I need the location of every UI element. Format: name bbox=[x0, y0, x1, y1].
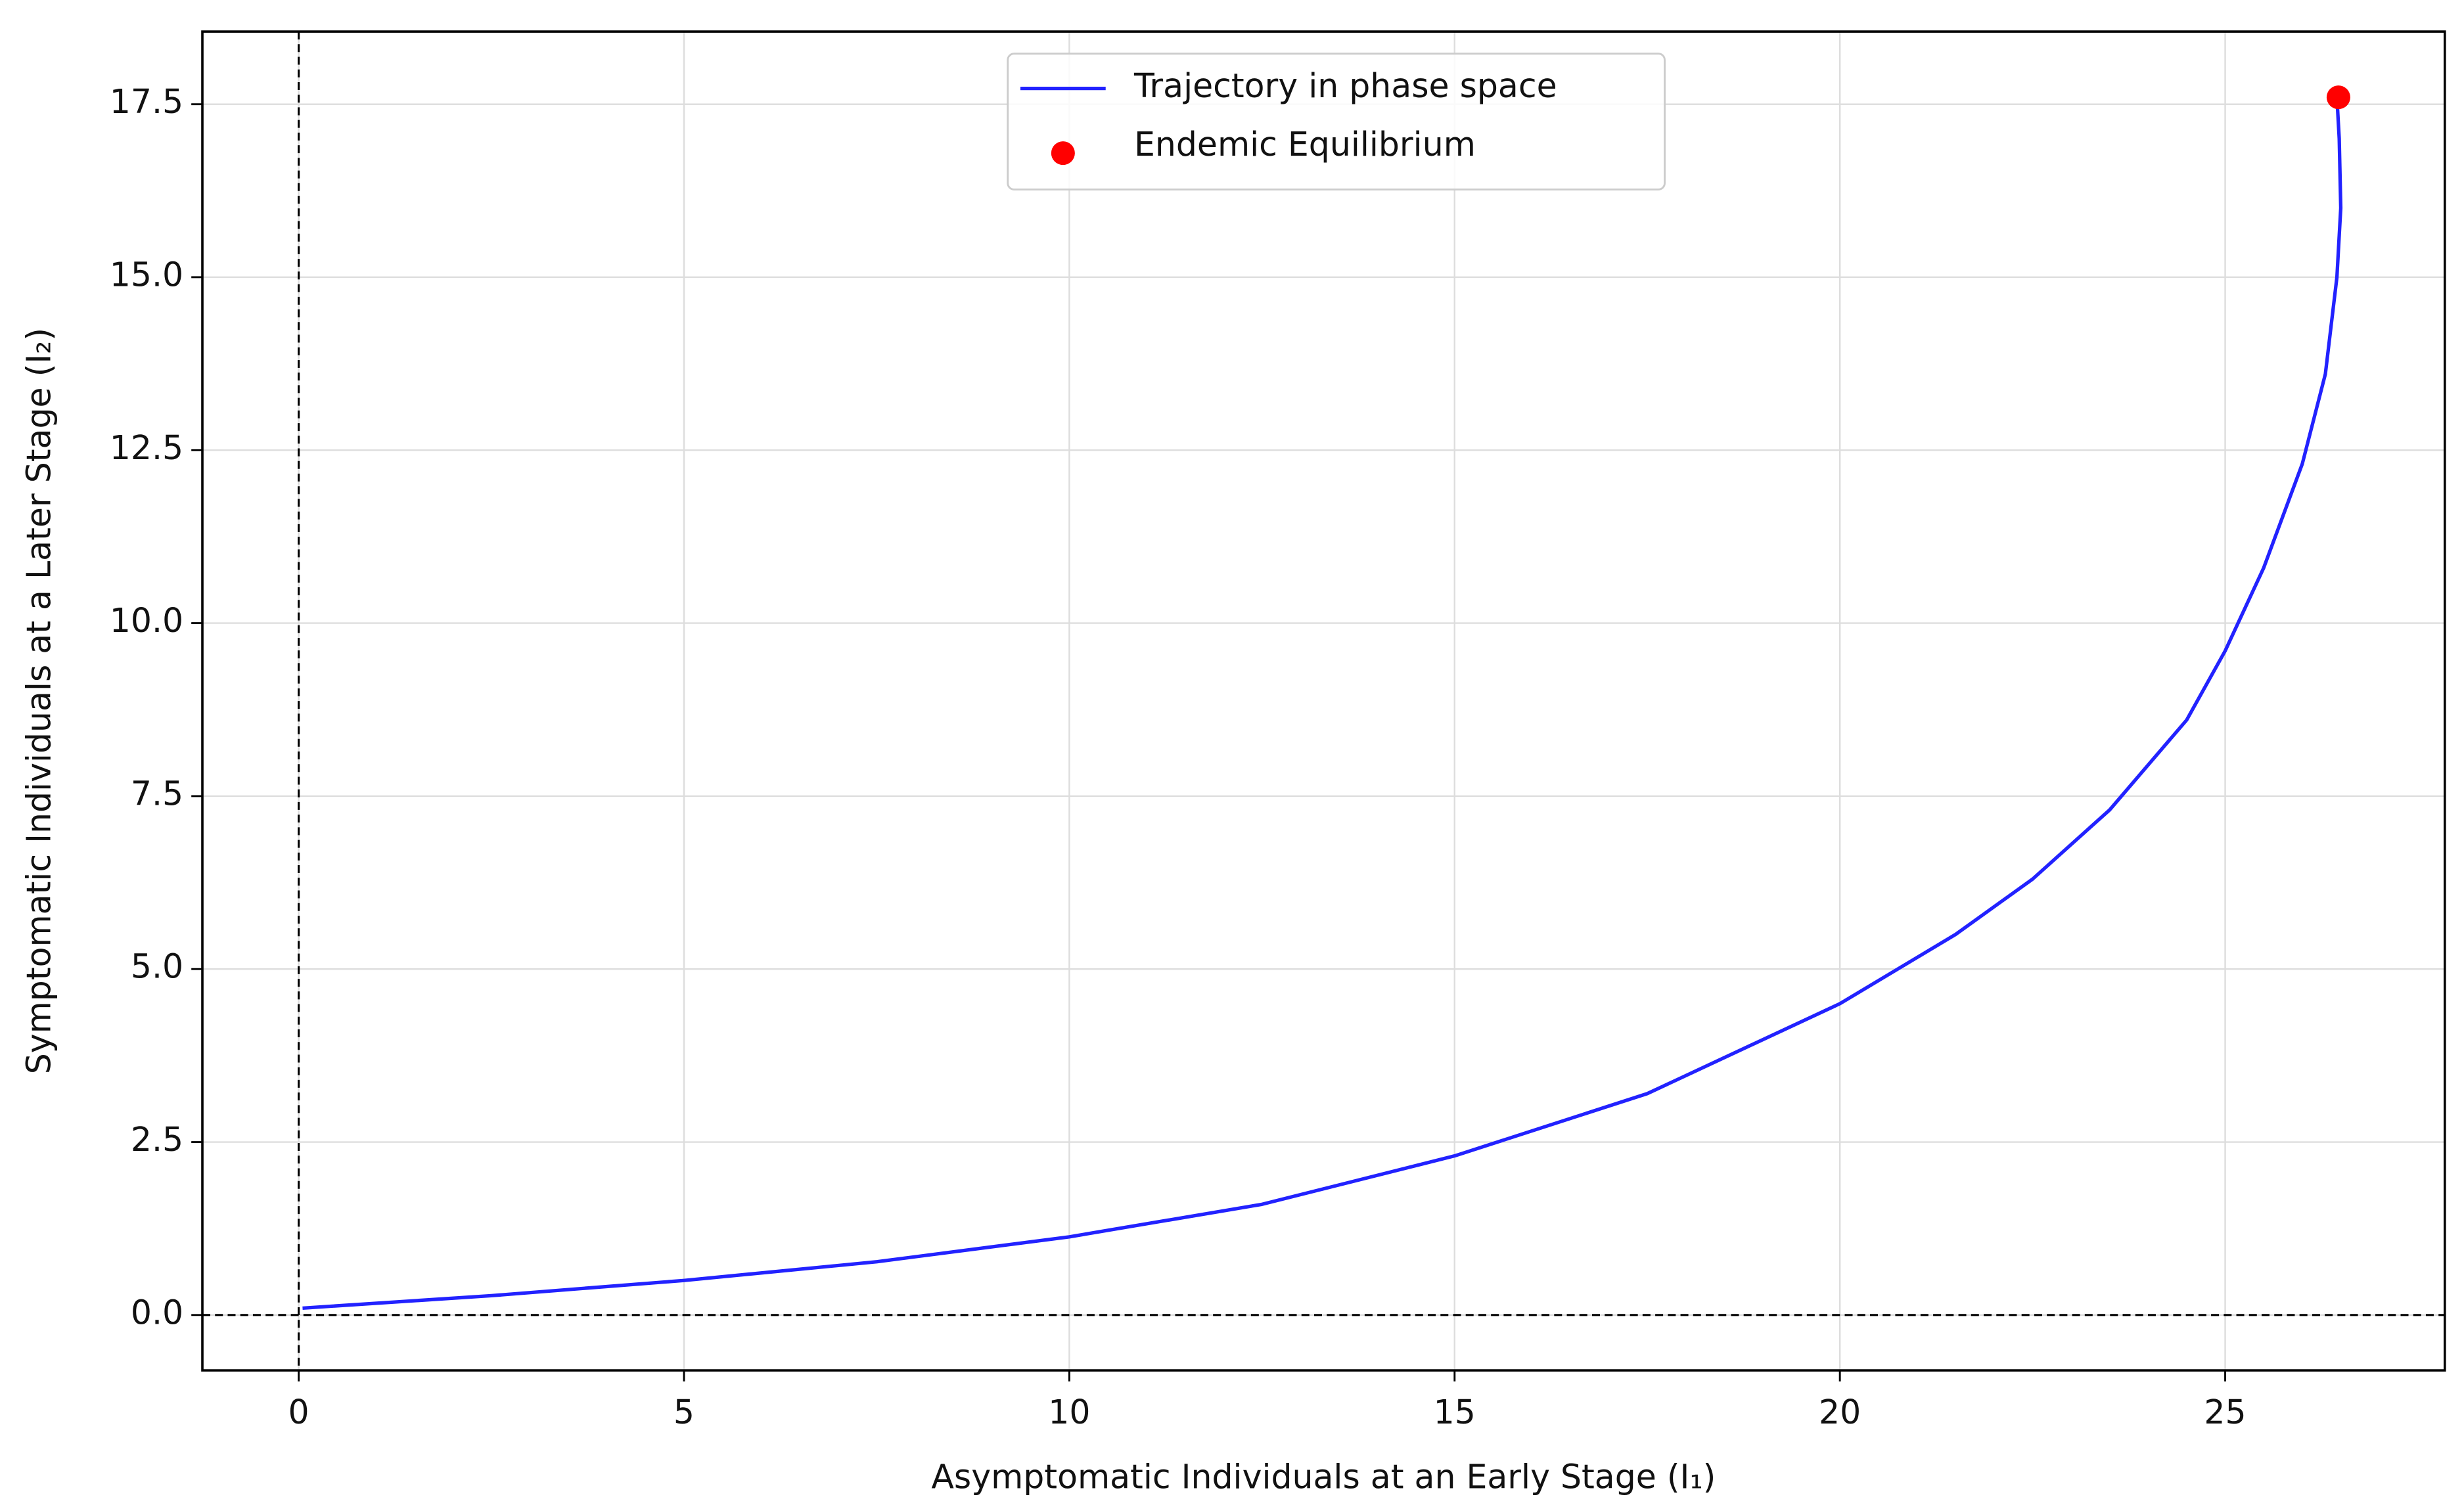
equilibrium-point bbox=[2326, 85, 2350, 110]
y-tick-label: 5.0 bbox=[131, 947, 183, 986]
trajectory-line bbox=[302, 97, 2343, 1310]
y-tick-label: 7.5 bbox=[131, 774, 183, 813]
y-tick-label: 15.0 bbox=[110, 255, 183, 294]
y-axis-label: Symptomatic Individuals at a Later Stage… bbox=[19, 328, 58, 1074]
x-tick-label: 0 bbox=[288, 1393, 309, 1431]
y-tick-label: 12.5 bbox=[110, 428, 183, 467]
y-tick-label: 17.5 bbox=[110, 82, 183, 121]
axes-frame bbox=[201, 30, 2446, 1372]
x-tick-label: 10 bbox=[1048, 1393, 1090, 1431]
y-tick-label: 0.0 bbox=[131, 1293, 183, 1332]
x-axis-label: Asymptomatic Individuals at an Early Sta… bbox=[931, 1457, 1716, 1496]
x-tick-label: 20 bbox=[1819, 1393, 1861, 1431]
x-tick-label: 15 bbox=[1434, 1393, 1476, 1431]
legend-label: Trajectory in phase space bbox=[1133, 66, 1557, 105]
x-tick-label: 5 bbox=[673, 1393, 695, 1431]
legend-label: Endemic Equilibrium bbox=[1134, 125, 1476, 164]
y-tick-label: 10.0 bbox=[110, 601, 183, 640]
legend-swatch bbox=[1051, 141, 1075, 166]
legend-box bbox=[1007, 53, 1666, 191]
x-tick-label: 25 bbox=[2204, 1393, 2246, 1431]
y-tick-label: 2.5 bbox=[131, 1120, 183, 1159]
